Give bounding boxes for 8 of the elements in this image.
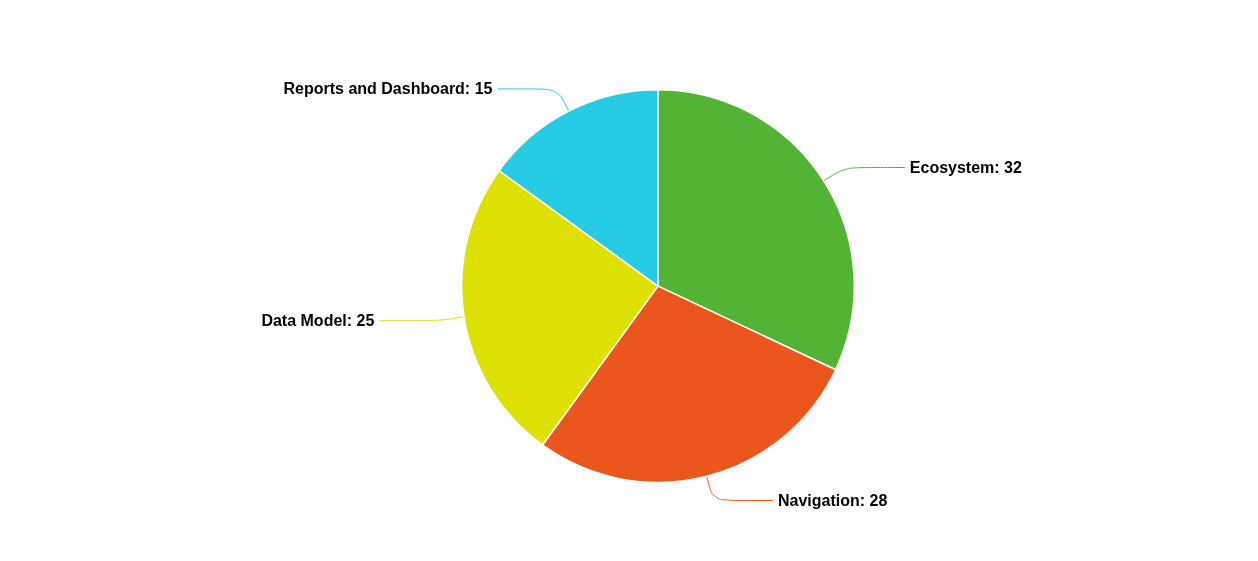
- slice-label: Navigation: [777, 492, 860, 510]
- data-label: : 28: [859, 492, 888, 510]
- slice-label: Data Model: [261, 312, 347, 330]
- slice-label: Ecosystem: [909, 159, 995, 176]
- data-label: : 15: [464, 80, 493, 98]
- data-label: : 32: [994, 159, 1022, 176]
- data-label: : 25: [346, 312, 375, 330]
- slice-label: Reports and Dashboard: [283, 80, 465, 98]
